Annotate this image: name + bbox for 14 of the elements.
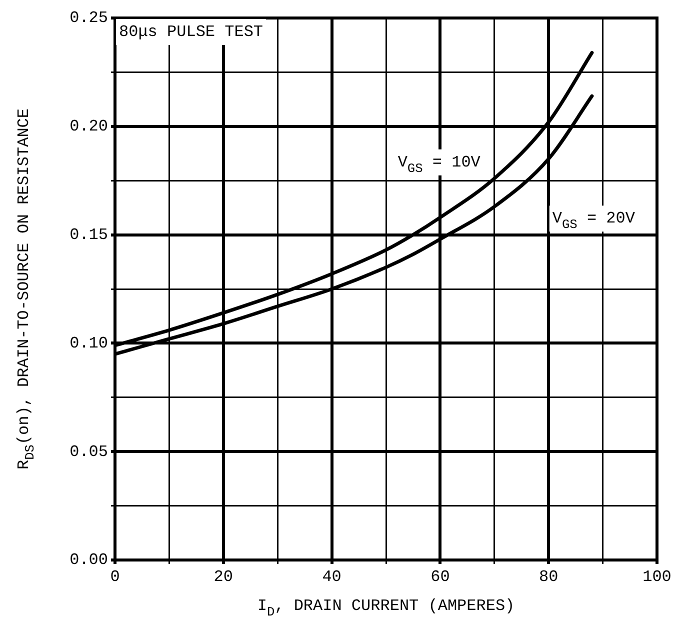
y-axis-title: RDS(on), DRAIN-TO-SOURCE ON RESISTANCE [15,108,38,470]
x-tick-label: 80 [539,568,558,586]
x-tick-label: 20 [214,568,233,586]
text: 0.00 [70,551,108,570]
x-tick-label: 0 [110,568,120,586]
x-tick-label: 40 [322,568,342,586]
y-tick-label: 0.10 [70,334,108,352]
y-tick-label: 0.05 [70,442,108,461]
x-tick-label: 60 [430,568,450,586]
y-tick-label: 0.15 [70,226,108,244]
y-tick-label: 0.20 [70,118,108,136]
annotation: 80μs PULSE TEST [119,23,264,41]
y-tick-label: 0.25 [70,9,108,28]
x-tick-label: 100 [642,568,672,586]
